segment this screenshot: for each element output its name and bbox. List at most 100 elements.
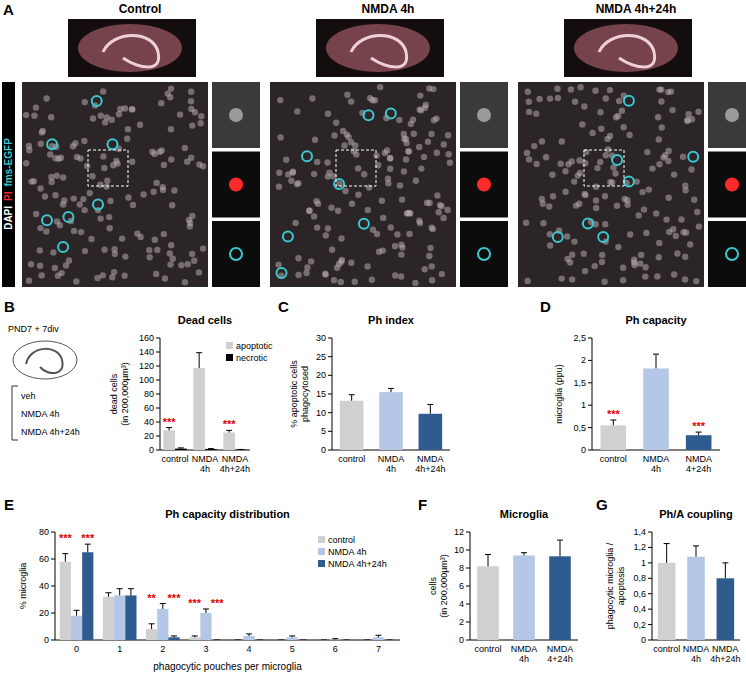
legend-label: NMDA 4h — [328, 547, 367, 557]
y-tick — [588, 405, 592, 406]
inset-cell — [726, 109, 738, 121]
text-line: NMDA — [685, 454, 712, 464]
nucleus — [150, 189, 156, 195]
text-line: NMDA — [222, 454, 249, 464]
nucleus — [424, 200, 430, 206]
bar — [373, 637, 384, 640]
bar — [275, 640, 286, 641]
inset-cell — [478, 179, 490, 191]
significance: *** — [168, 592, 182, 604]
nucleus — [283, 157, 289, 163]
nucleus — [403, 156, 409, 162]
nucleus — [533, 111, 539, 117]
error-bar — [171, 636, 177, 637]
nucleus — [295, 180, 301, 186]
chart-panel: EPh capacity distribution% microglia0204… — [4, 496, 400, 672]
microglia — [359, 219, 369, 229]
zoom-box — [88, 150, 128, 186]
text-line: 4+24h — [686, 464, 711, 474]
nucleus — [369, 97, 375, 103]
nucleus — [564, 256, 570, 262]
bar — [298, 640, 309, 641]
nucleus — [691, 197, 697, 203]
nucleus — [152, 237, 158, 243]
nucleus — [603, 95, 609, 101]
bar — [168, 637, 179, 640]
text-line: NMDA — [511, 644, 538, 654]
nucleus — [696, 223, 702, 229]
nucleus — [546, 203, 552, 209]
nucleus — [349, 201, 355, 207]
nucleus — [366, 184, 372, 190]
y-tick-label: 0,2 — [633, 620, 646, 630]
y-axis-label: % apoptotic cellsphagocytosed — [289, 360, 310, 428]
marks — [601, 354, 712, 450]
nucleus — [306, 208, 312, 214]
y-tick-label: 0 — [459, 635, 464, 645]
nucleus — [100, 88, 106, 94]
error-bar — [364, 640, 370, 641]
bar — [330, 639, 341, 640]
slice-layer — [351, 36, 407, 68]
text-line: % apoptotic cells — [289, 360, 299, 428]
legend: apoptoticnecrotic — [226, 341, 273, 363]
nucleus — [426, 253, 432, 259]
x-tick-label: control — [653, 644, 680, 654]
error-bar — [332, 638, 338, 640]
significance: *** — [81, 532, 95, 544]
nucleus — [129, 159, 135, 165]
slice-shape — [574, 24, 678, 72]
nucleus — [109, 117, 115, 123]
x-tick-label: 1 — [117, 644, 122, 654]
y-tick-label: 20 — [144, 431, 154, 441]
y-tick — [588, 450, 592, 451]
text-line: 4h — [519, 654, 529, 664]
error-bar — [160, 604, 166, 609]
nucleus — [417, 92, 423, 98]
bar — [146, 629, 157, 640]
error-bar — [246, 634, 252, 636]
significance: *** — [211, 597, 225, 609]
chart-panel: CPh index% apoptotic cellsphagocytosed05… — [278, 298, 450, 474]
x-tick-label: control — [600, 454, 627, 464]
inset — [708, 152, 746, 218]
error-bar — [521, 553, 527, 556]
nucleus — [54, 173, 60, 179]
nucleus — [97, 215, 103, 221]
panel-label: F — [418, 496, 427, 513]
error-bar — [696, 432, 702, 435]
nucleus — [573, 202, 579, 208]
y-tick-label: 20 — [39, 608, 49, 618]
text-line: 4h — [651, 464, 661, 474]
micrograph — [270, 82, 456, 287]
nucleus — [147, 254, 153, 260]
error-bar — [257, 640, 263, 641]
nucleus — [308, 258, 314, 264]
y-tick-label: 1,2 — [633, 542, 646, 552]
bar — [82, 552, 93, 640]
nucleus — [116, 111, 122, 117]
nucleus — [168, 85, 174, 91]
y-tick — [156, 380, 160, 381]
inset — [212, 152, 260, 218]
nucleus — [311, 213, 317, 219]
nucleus — [97, 182, 103, 188]
nucleus — [292, 220, 298, 226]
nucleus — [37, 263, 43, 269]
bar — [114, 595, 125, 640]
nucleus — [185, 261, 191, 267]
y-tick — [51, 613, 55, 614]
nucleus — [643, 230, 649, 236]
panel-label: D — [540, 298, 551, 315]
y-tick-label: 2 — [581, 355, 586, 365]
y-tick-label: 0 — [581, 445, 586, 455]
x-tick-label: 2 — [160, 644, 165, 654]
nucleus — [411, 131, 417, 137]
nucleus — [663, 216, 669, 222]
y-tick — [51, 586, 55, 587]
nucleus — [404, 210, 410, 216]
legend-swatch — [318, 560, 325, 567]
nucleus — [334, 265, 340, 271]
nucleus — [338, 279, 344, 285]
stain-legend-box — [2, 82, 15, 287]
